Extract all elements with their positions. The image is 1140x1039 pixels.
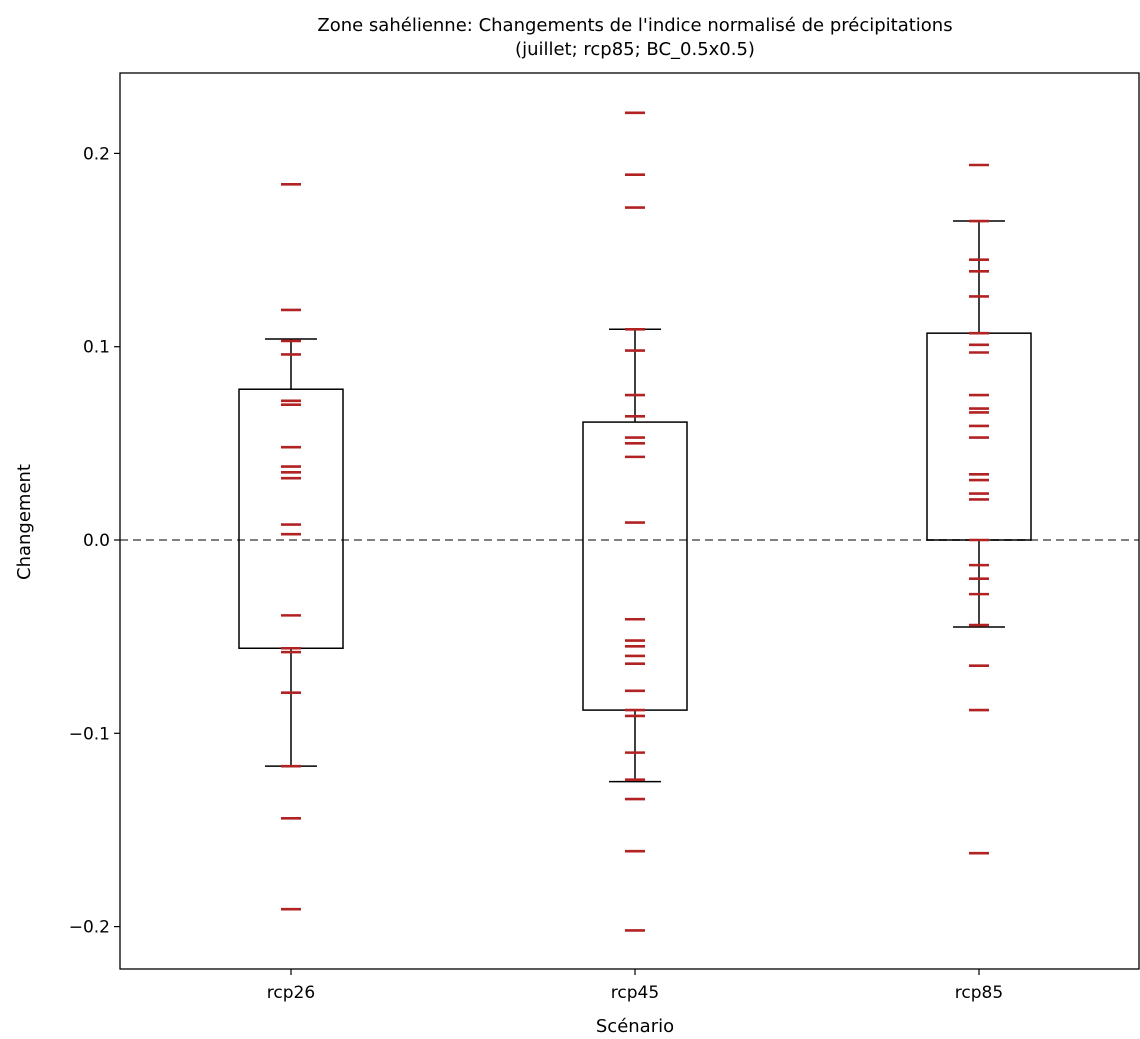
y-tick-label: 0.2 xyxy=(83,144,110,164)
box-iqr xyxy=(238,388,344,649)
points-rcp45 xyxy=(625,111,645,932)
x-tick-label-rcp45: rcp45 xyxy=(611,983,659,1003)
box-iqr xyxy=(582,421,688,711)
x-tick-label-rcp26: rcp26 xyxy=(267,983,315,1003)
y-axis-label: Changement xyxy=(14,464,35,580)
x-tick-label-rcp85: rcp85 xyxy=(955,983,1003,1003)
y-tick-label: −0.1 xyxy=(69,724,110,744)
points-rcp26 xyxy=(281,183,301,911)
y-axis-ticks: 0.2 0.1 0.0 −0.1 −0.2 xyxy=(69,144,120,938)
box-rcp26 xyxy=(238,338,344,767)
chart-title: Zone sahélienne: Changements de l'indice… xyxy=(317,15,952,36)
x-axis-label: Scénario xyxy=(596,1016,674,1037)
box-rcp45 xyxy=(582,328,688,783)
y-tick-label: −0.2 xyxy=(69,918,110,938)
chart-subtitle: (juillet; rcp85; BC_0.5x0.5) xyxy=(515,39,755,60)
boxes-layer xyxy=(238,220,1032,783)
x-axis-ticks: rcp26 rcp45 rcp85 xyxy=(267,969,1003,1003)
plot-frame xyxy=(119,72,1140,970)
y-tick-label: 0.0 xyxy=(83,531,110,551)
y-tick-label: 0.1 xyxy=(83,338,110,358)
points-rcp85 xyxy=(969,163,989,855)
points-layer xyxy=(281,111,989,932)
